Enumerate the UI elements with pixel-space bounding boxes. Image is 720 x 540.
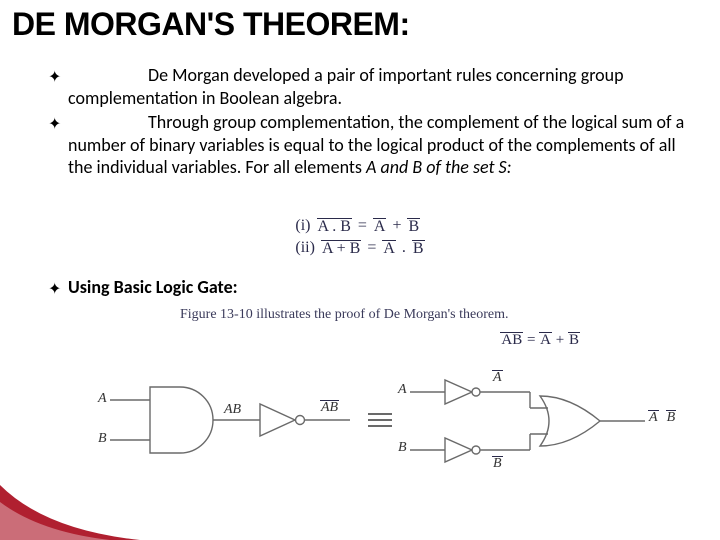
label-B: B [98, 431, 107, 447]
figure-caption: Figure 13-10 illustrates the proof of De… [180, 307, 508, 323]
label-Bbar: B [492, 456, 503, 472]
bullet-mark: ✦ [48, 64, 68, 87]
bullet-text: Through group complementation, the compl… [68, 111, 692, 179]
equation-1: (i) A . B = A + B [295, 215, 424, 237]
label-ABbar: AB [320, 400, 339, 416]
label-A2: A [398, 382, 407, 398]
label-B2: B [398, 440, 407, 456]
figure-equation: AB = A + B [500, 332, 580, 349]
equation-2: (ii) A + B = A . B [295, 237, 424, 259]
label-AB: AB [224, 402, 241, 418]
body-text: ✦ De Morgan developed a pair of importan… [48, 64, 692, 181]
label-A: A [98, 391, 107, 407]
logic-diagram: A B AB AB A B A B A B [100, 362, 680, 502]
label-Abar: A [492, 370, 503, 386]
bullet-text: Using Basic Logic Gate: [68, 276, 238, 299]
bullet-2: ✦ Through group complementation, the com… [48, 111, 692, 179]
bullet-mark: ✦ [48, 111, 68, 134]
label-out: A B [648, 410, 676, 426]
page-title: DE MORGAN'S THEOREM: [12, 6, 410, 43]
bullet-text: De Morgan developed a pair of important … [68, 64, 692, 109]
equations-block: (i) A . B = A + B (ii) A + B = A . B [0, 215, 720, 259]
bullet-3-row: ✦ Using Basic Logic Gate: [48, 276, 692, 301]
bullet-mark: ✦ [48, 276, 68, 299]
bullet-1: ✦ De Morgan developed a pair of importan… [48, 64, 692, 109]
